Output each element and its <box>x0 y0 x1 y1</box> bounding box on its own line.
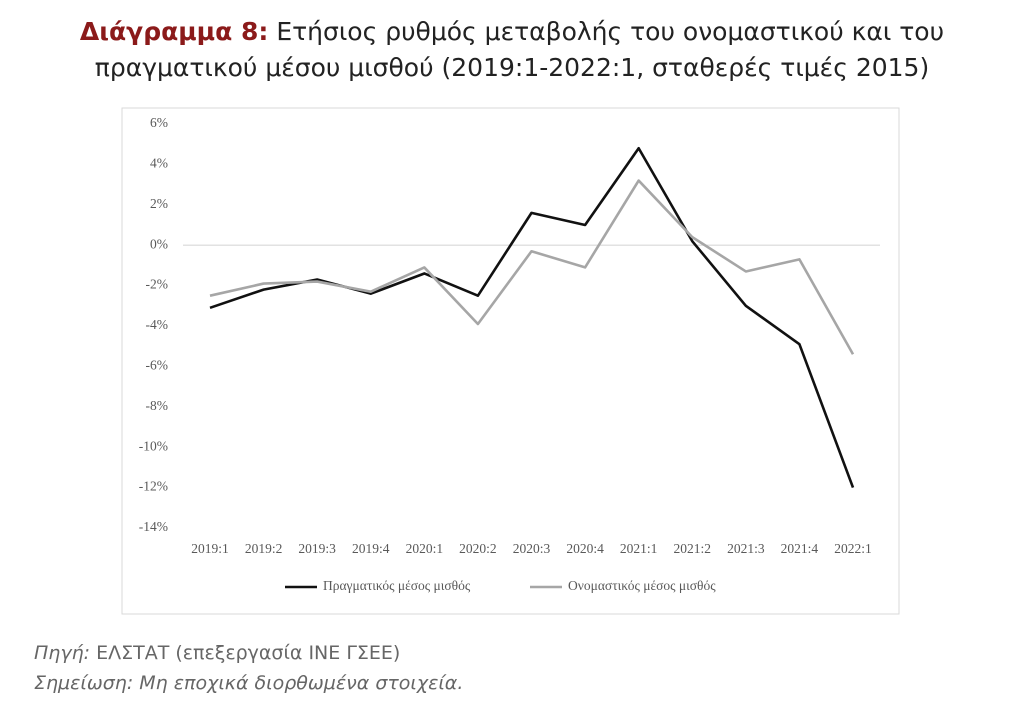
x-tick-label: 2021:4 <box>781 541 819 556</box>
y-tick-label: -4% <box>146 317 169 332</box>
chart-border <box>121 107 900 615</box>
legend-label: Ονομαστικός μέσος μισθός <box>568 578 716 593</box>
y-tick-label: -10% <box>139 438 168 453</box>
y-tick-label: -14% <box>139 519 168 534</box>
source-line: Πηγή: ΕΛΣΤΑΤ (επεξεργασία ΙΝΕ ΓΣΕΕ) <box>34 638 463 668</box>
y-tick-label: -2% <box>146 277 169 292</box>
x-tick-label: 2019:2 <box>245 541 283 556</box>
series-line <box>209 146 855 489</box>
chart-title: Ετήσιος ρυθμός μεταβολής του ονομαστικού… <box>94 17 945 82</box>
x-tick-label: 2020:2 <box>459 541 497 556</box>
x-tick-label: 2021:3 <box>727 541 765 556</box>
x-tick-label: 2022:1 <box>834 541 872 556</box>
y-tick-label: 2% <box>150 196 168 211</box>
y-tick-label: -6% <box>146 357 169 372</box>
footer: Πηγή: ΕΛΣΤΑΤ (επεξεργασία ΙΝΕ ΓΣΕΕ) Σημε… <box>34 638 463 698</box>
legend-label: Πραγματικός μέσος μισθός <box>323 578 471 593</box>
x-tick-label: 2021:1 <box>620 541 658 556</box>
title-prefix: Διάγραμμα 8: <box>79 17 269 46</box>
y-tick-label: 0% <box>150 236 168 251</box>
x-tick-label: 2019:3 <box>298 541 336 556</box>
y-tick-label: -12% <box>139 479 168 494</box>
x-tick-label: 2020:4 <box>566 541 604 556</box>
y-tick-label: -8% <box>146 398 169 413</box>
x-tick-label: 2019:4 <box>352 541 390 556</box>
x-tick-label: 2021:2 <box>673 541 711 556</box>
y-tick-label: 6% <box>150 115 168 130</box>
x-tick-label: 2019:1 <box>191 541 229 556</box>
y-tick-label: 4% <box>150 155 168 170</box>
x-tick-label: 2020:3 <box>513 541 551 556</box>
x-tick-label: 2020:1 <box>406 541 444 556</box>
note: Σημείωση: Μη εποχικά διορθωμένα στοιχεία… <box>34 672 464 694</box>
title-block: Διάγραμμα 8: Ετήσιος ρυθμός μεταβολής το… <box>0 14 1024 86</box>
series-line <box>209 179 855 355</box>
source-label: Πηγή: <box>34 642 91 664</box>
source: ΕΛΣΤΑΤ (επεξεργασία ΙΝΕ ΓΣΕΕ) <box>96 642 401 664</box>
